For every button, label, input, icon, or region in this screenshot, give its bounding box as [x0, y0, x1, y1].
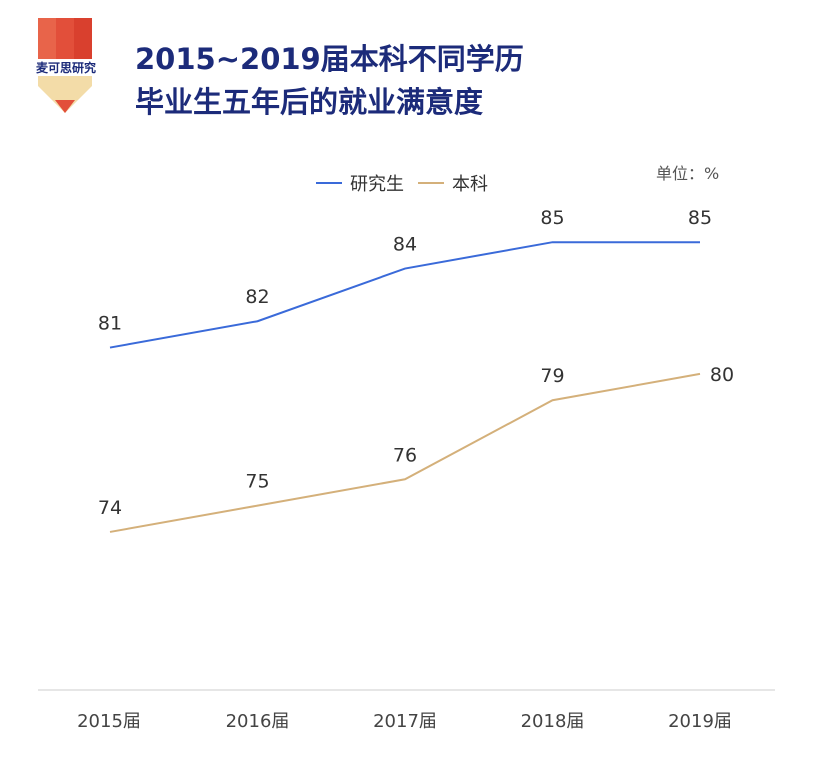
series-line-0	[109, 241, 700, 349]
legend-swatch	[316, 182, 342, 184]
data-label: 85	[540, 207, 564, 229]
legend-label: 本科	[452, 174, 488, 195]
x-tick-label: 2016届	[226, 711, 290, 732]
x-tick-label: 2018届	[521, 711, 585, 732]
legend-swatch	[418, 182, 444, 184]
data-label: 81	[98, 313, 122, 335]
legend-item-1: 本科	[418, 170, 488, 196]
logo-text: 麦可思研究	[26, 59, 106, 76]
title-line-1: 2015~2019届本科不同学历	[135, 42, 524, 76]
data-label: 74	[98, 497, 122, 519]
page-title: 2015~2019届本科不同学历 毕业生五年后的就业满意度	[135, 38, 524, 124]
legend-label: 研究生	[350, 174, 404, 195]
data-label: 82	[245, 286, 269, 308]
data-label: 76	[393, 444, 417, 466]
unit-label: 单位：%	[656, 164, 720, 183]
x-tick-label: 2019届	[668, 711, 732, 732]
data-label: 85	[688, 207, 712, 229]
x-tick-label: 2015届	[77, 711, 141, 732]
x-tick-label: 2017届	[373, 711, 437, 732]
legend-item-0: 研究生	[316, 170, 404, 196]
data-label: 80	[710, 364, 734, 386]
data-label: 75	[245, 471, 269, 493]
data-label: 84	[393, 234, 417, 256]
data-label: 79	[540, 365, 564, 387]
series-line-1	[109, 372, 701, 533]
legend: 研究生 本科	[316, 170, 488, 196]
logo: 麦可思研究	[26, 18, 106, 113]
title-line-2: 毕业生五年后的就业满意度	[135, 85, 484, 119]
